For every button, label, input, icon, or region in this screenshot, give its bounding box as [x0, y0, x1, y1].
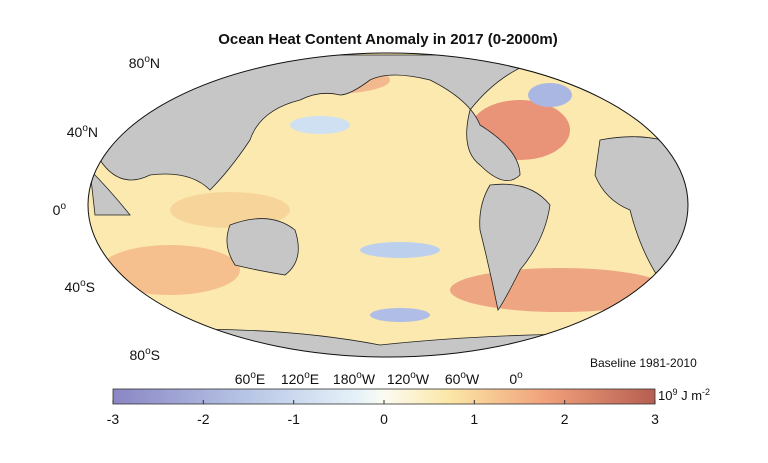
- coordinate-label: 120oW: [387, 370, 430, 387]
- colorbar-tick-label: 0: [380, 411, 388, 427]
- hemisphere: W: [416, 371, 430, 387]
- degrees: 40: [65, 279, 81, 295]
- hemisphere: W: [362, 371, 376, 387]
- coordinate-label: 0o: [53, 201, 67, 218]
- coordinate-label: 180oW: [333, 370, 376, 387]
- degree-mark: o: [410, 370, 416, 381]
- hemisphere: N: [150, 55, 160, 71]
- coordinate-label: 0o: [509, 370, 523, 387]
- unit-text: J m: [677, 388, 702, 403]
- degrees: 180: [333, 371, 357, 387]
- degrees: 120: [387, 371, 411, 387]
- unit-base: 10: [658, 388, 672, 403]
- colorbar-tick-label: 1: [470, 411, 478, 427]
- degree-mark: o: [144, 54, 150, 65]
- degree-mark: o: [356, 370, 362, 381]
- degrees: 80: [130, 347, 146, 363]
- coordinate-label: 80oS: [130, 346, 160, 363]
- hemisphere: E: [310, 371, 319, 387]
- degrees: 60: [235, 371, 251, 387]
- colorbar-unit: 109 J m-2: [658, 387, 710, 403]
- coordinate-label: 80oN: [129, 54, 160, 71]
- colorbar-tick-label: -3: [107, 411, 120, 427]
- colorbar-tick-label: -2: [197, 411, 210, 427]
- ocean-map: [88, 53, 688, 357]
- map-title: Ocean Heat Content Anomaly in 2017 (0-20…: [218, 31, 558, 48]
- unit-exponent: -2: [702, 387, 710, 397]
- degrees: 120: [281, 371, 305, 387]
- degrees: 60: [445, 371, 461, 387]
- coordinate-label: 40oN: [67, 123, 98, 140]
- degree-mark: o: [80, 278, 86, 289]
- coordinate-label: 60oW: [445, 370, 480, 387]
- coordinate-label: 40oS: [65, 278, 95, 295]
- unit-exponent: 9: [672, 387, 677, 397]
- colorbar-tick-label: -1: [287, 411, 300, 427]
- coordinate-label: 60oE: [235, 370, 265, 387]
- degree-mark: o: [82, 123, 88, 134]
- hemisphere: N: [88, 124, 98, 140]
- degrees: 0: [509, 371, 517, 387]
- degree-mark: o: [250, 370, 256, 381]
- hemisphere: E: [256, 371, 265, 387]
- degree-mark: o: [304, 370, 310, 381]
- degrees: 0: [53, 202, 61, 218]
- degree-mark: o: [145, 346, 151, 357]
- colorbar-tick-label: 2: [561, 411, 569, 427]
- degree-mark: o: [517, 370, 523, 381]
- degrees: 40: [67, 124, 83, 140]
- map-frame: [87, 52, 689, 358]
- coordinate-label: 120oE: [281, 370, 319, 387]
- degrees: 80: [129, 55, 145, 71]
- hemisphere: S: [86, 279, 95, 295]
- hemisphere: S: [151, 347, 160, 363]
- baseline-note: Baseline 1981-2010: [590, 356, 697, 370]
- degree-mark: o: [60, 201, 66, 212]
- degree-mark: o: [460, 370, 466, 381]
- hemisphere: W: [466, 371, 480, 387]
- colorbar-tick-label: 3: [651, 411, 659, 427]
